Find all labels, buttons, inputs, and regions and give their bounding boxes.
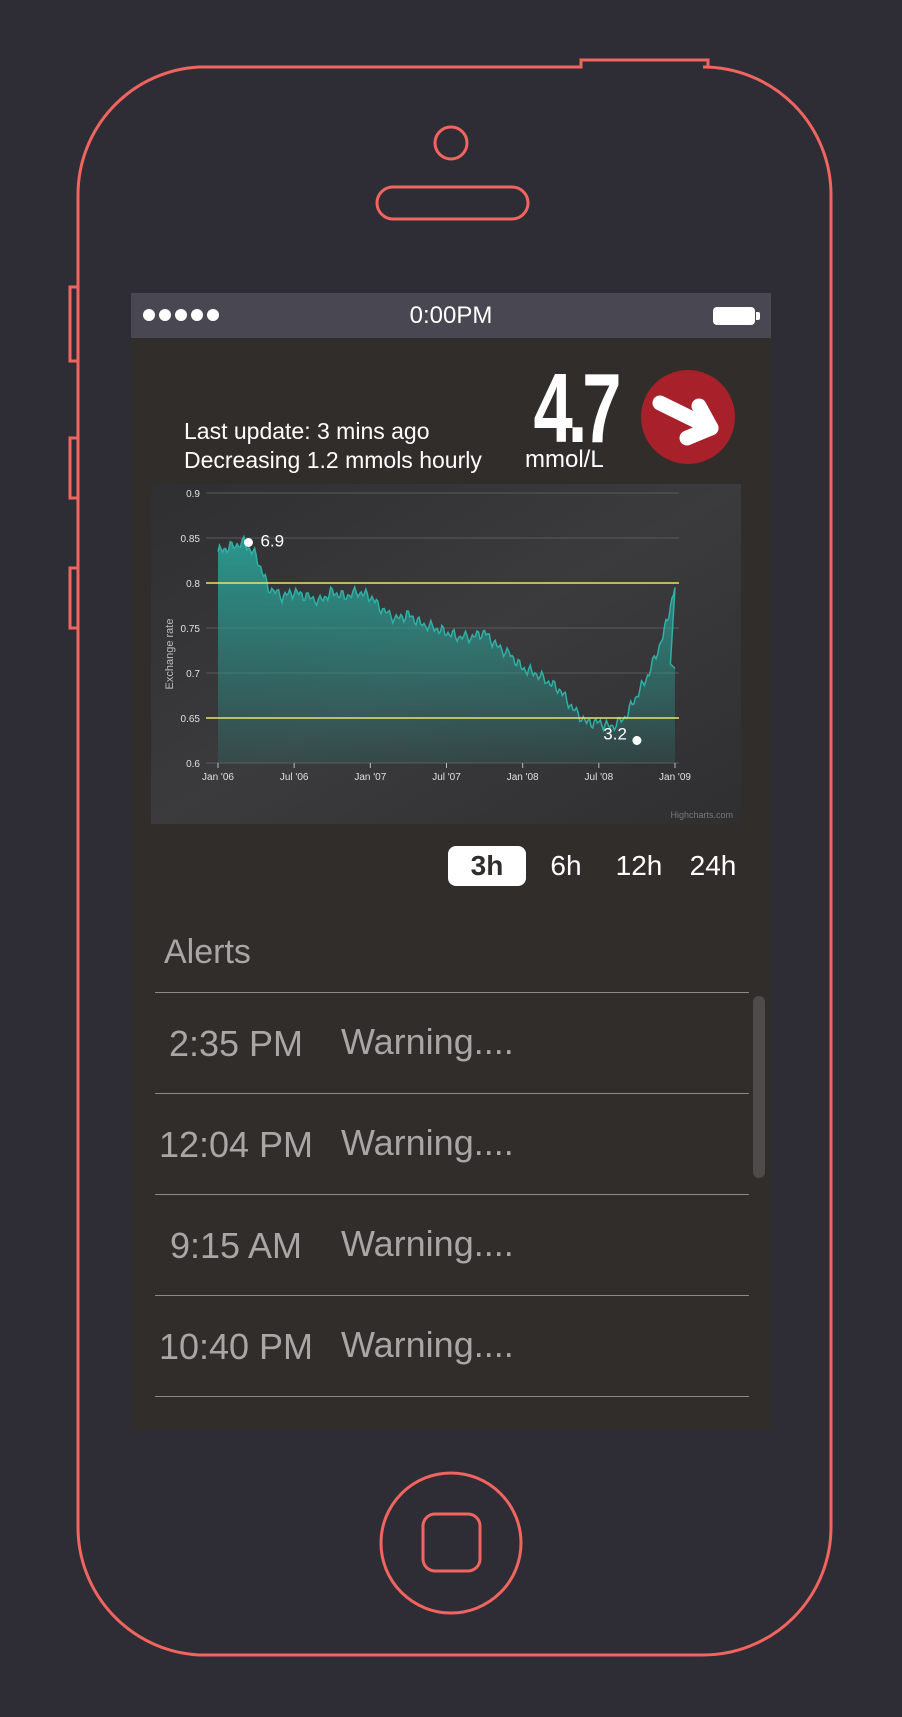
x-tick-label: Jan '09 bbox=[659, 772, 691, 783]
arrow-down-right-icon bbox=[652, 395, 719, 446]
x-tick-label: Jan '08 bbox=[507, 772, 539, 783]
range-tab-6h[interactable]: 6h bbox=[550, 850, 582, 881]
chart-credit: Highcharts.com bbox=[670, 810, 733, 820]
status-time: 0:00PM bbox=[409, 302, 493, 329]
alert-message: Warning.... bbox=[341, 1324, 514, 1365]
annotation-label: 3.2 bbox=[603, 725, 627, 744]
app-screen: 0:00PM Last update: 3 mins ago Decreasin… bbox=[131, 293, 771, 1430]
alert-time: 12:04 PM bbox=[158, 1124, 314, 1165]
alerts-title: Alerts bbox=[164, 933, 251, 971]
annotation-dot bbox=[243, 538, 253, 547]
chart-area bbox=[218, 536, 675, 763]
alert-message: Warning.... bbox=[341, 1122, 514, 1163]
alert-row[interactable]: 9:15 AM Warning.... bbox=[155, 1194, 749, 1295]
alert-time: 9:15 AM bbox=[169, 1225, 303, 1266]
status-bar: 0:00PM bbox=[131, 293, 771, 338]
alert-row[interactable]: 12:04 PM Warning.... bbox=[155, 1093, 749, 1194]
x-tick-label: Jul '07 bbox=[432, 772, 461, 783]
y-tick-label: 0.7 bbox=[186, 669, 200, 680]
y-tick-label: 0.9 bbox=[186, 489, 200, 500]
chart-svg: 0.9 0.85 0.8 0.75 0.7 0.65 0.6 Jan '06 Jul '06 J… bbox=[151, 484, 741, 824]
alert-message: Warning.... bbox=[341, 1021, 514, 1062]
glucose-value: 4.7 bbox=[533, 353, 622, 463]
trend-text: Decreasing 1.2 mmols hourly bbox=[184, 447, 482, 473]
signal-strength-icon bbox=[143, 309, 219, 321]
y-tick-label: 0.85 bbox=[181, 534, 201, 545]
y-tick-label: 0.6 bbox=[186, 759, 200, 770]
alerts-scrollbar[interactable] bbox=[753, 996, 765, 1178]
alert-message: Warning.... bbox=[341, 1223, 514, 1264]
annotation-dot bbox=[632, 736, 642, 745]
glucose-unit: mmol/L bbox=[525, 446, 604, 473]
x-tick-label: Jul '08 bbox=[585, 772, 614, 783]
alert-row[interactable]: 10:40 PM Warning.... bbox=[155, 1295, 749, 1397]
last-update-text: Last update: 3 mins ago bbox=[184, 418, 430, 444]
y-tick-label: 0.65 bbox=[181, 714, 201, 725]
y-axis-label: Exchange rate bbox=[164, 619, 176, 690]
y-tick-label: 0.75 bbox=[181, 624, 201, 635]
range-tab-3h[interactable]: 3h bbox=[448, 846, 526, 886]
time-range-tabs: 3h 6h 12h 24h bbox=[448, 846, 738, 886]
annotation-label: 6.9 bbox=[260, 532, 284, 551]
alert-time: 10:40 PM bbox=[158, 1326, 314, 1367]
x-tick-label: Jan '07 bbox=[354, 772, 386, 783]
y-tick-label: 0.8 bbox=[186, 579, 200, 590]
range-tab-24h[interactable]: 24h bbox=[689, 850, 737, 881]
alert-row[interactable]: 2:35 PM Warning.... bbox=[155, 992, 749, 1093]
trend-badge bbox=[641, 370, 735, 464]
battery-icon bbox=[713, 307, 760, 325]
range-tab-12h[interactable]: 12h bbox=[615, 850, 663, 881]
x-tick-label: Jan '06 bbox=[202, 772, 234, 783]
chart-line bbox=[217, 534, 676, 733]
alert-time: 2:35 PM bbox=[168, 1023, 304, 1064]
x-tick-label: Jul '06 bbox=[280, 772, 309, 783]
alerts-list: 2:35 PM Warning.... 12:04 PM Warning....… bbox=[155, 992, 749, 1397]
glucose-chart: 0.9 0.85 0.8 0.75 0.7 0.65 0.6 Jan '06 Jul '06 J… bbox=[151, 484, 741, 824]
reading-info: Last update: 3 mins ago Decreasing 1.2 m… bbox=[184, 417, 482, 475]
